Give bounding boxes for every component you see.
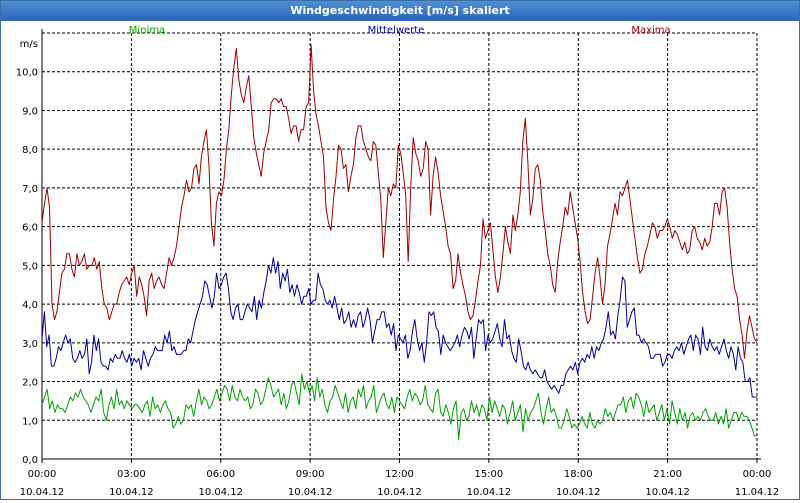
legend-minima: Minima: [129, 25, 165, 36]
y-tick-label: 6,0: [22, 223, 38, 234]
y-tick-label: 1,0: [22, 416, 38, 427]
chart-area: 0,0 1,0 2,0 3,0 4,0 5,0 6,0 7,0 8,0 9,0 10,0 m/s 00:…: [1, 22, 799, 499]
x-tick-time: 21:00: [653, 469, 682, 480]
window-title: Windgeschwindigkeit [m/s] skaliert: [1, 1, 799, 21]
wind-speed-chart: 0,0 1,0 2,0 3,0 4,0 5,0 6,0 7,0 8,0 9,0 10,0 m/s 00:…: [16, 25, 780, 498]
y-tick-label: 0,0: [22, 455, 38, 466]
y-tick-label: 5,0: [22, 261, 38, 272]
x-tick-time: 06:00: [206, 469, 235, 480]
x-tick-date: 10.04.12: [467, 487, 512, 498]
series-line-mittelwerte: [41, 257, 757, 398]
x-tick-time: 18:00: [564, 469, 593, 480]
x-tick-date: 10.04.12: [20, 487, 65, 498]
x-tick-time: 00:00: [743, 469, 772, 480]
x-tick-time: 12:00: [385, 469, 414, 480]
y-tick-label: 3,0: [22, 339, 38, 350]
legend-mittelwerte: Mittelwerte: [368, 25, 425, 36]
x-tick-date: 10.04.12: [377, 487, 422, 498]
y-tick-label: 8,0: [22, 145, 38, 156]
legend-maxima: Maxima: [631, 25, 670, 36]
x-tick-date: 10.04.12: [645, 487, 690, 498]
y-tick-label: 2,0: [22, 378, 38, 389]
x-tick-time: 15:00: [474, 469, 503, 480]
y-tick-label: 9,0: [22, 106, 38, 117]
y-tick-label: 7,0: [22, 184, 38, 195]
x-tick-time: 03:00: [117, 469, 146, 480]
x-tick-time: 00:00: [28, 469, 57, 480]
x-tick-date: 10.04.12: [109, 487, 154, 498]
y-tick-label: 4,0: [22, 300, 38, 311]
series-line-minima: [41, 373, 757, 441]
x-tick-date: 10.04.12: [288, 487, 333, 498]
y-axis-label: m/s: [20, 39, 38, 50]
y-tick-label: 10,0: [16, 68, 38, 79]
x-tick-time: 09:00: [296, 469, 325, 480]
x-tick-date: 10.04.12: [198, 487, 243, 498]
x-tick-date: 11.04.12: [735, 487, 780, 498]
series-line-maxima: [41, 44, 758, 359]
x-tick-date: 10.04.12: [556, 487, 601, 498]
